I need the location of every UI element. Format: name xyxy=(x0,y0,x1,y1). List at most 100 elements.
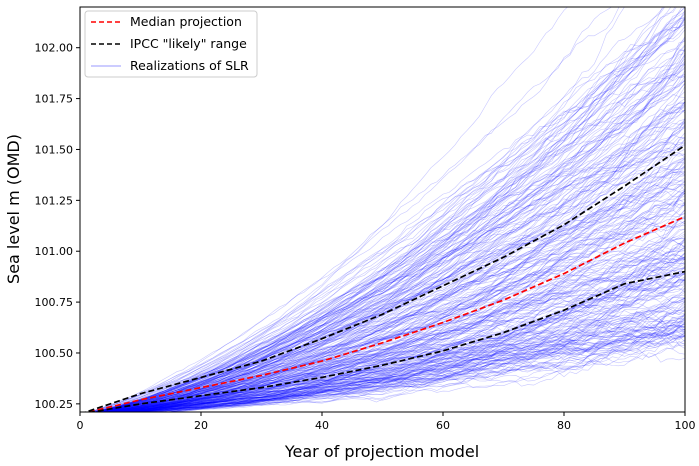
realization-line xyxy=(134,258,685,412)
realization-line xyxy=(124,341,685,412)
realization-line xyxy=(128,296,685,412)
realization-line xyxy=(112,230,685,412)
x-axis-label: Year of projection model xyxy=(284,442,479,461)
realization-line xyxy=(104,101,685,412)
realization-line xyxy=(136,270,685,412)
x-tick-label: 0 xyxy=(77,419,84,432)
realization-line xyxy=(97,49,685,412)
x-tick-label: 40 xyxy=(315,419,329,432)
realization-line xyxy=(167,326,685,412)
x-tick-label: 100 xyxy=(675,419,696,432)
realization-line xyxy=(93,209,685,412)
legend-ipcc-label: IPCC "likely" range xyxy=(130,36,247,51)
realization-line xyxy=(96,11,685,412)
realization-line xyxy=(122,333,685,412)
realization-line xyxy=(93,53,685,412)
legend-median-label: Median projection xyxy=(130,14,242,29)
realization-line xyxy=(122,322,685,412)
realization-line xyxy=(162,335,685,412)
realization-line xyxy=(96,184,685,412)
realization-line xyxy=(104,177,685,412)
realization-line xyxy=(111,242,685,412)
x-tick-label: 60 xyxy=(436,419,450,432)
realization-line xyxy=(101,157,685,412)
realization-line xyxy=(106,334,685,412)
realization-line xyxy=(106,238,685,412)
realization-line xyxy=(108,258,685,412)
realization-line xyxy=(136,290,685,412)
realization-line xyxy=(96,171,685,412)
realization-line xyxy=(113,192,685,412)
realization-line xyxy=(99,121,685,412)
x-axis: 0 20 40 60 80 100 xyxy=(77,412,696,432)
realization-line xyxy=(112,213,685,412)
realization-line xyxy=(94,237,685,412)
realization-line xyxy=(104,254,685,412)
realization-line xyxy=(87,7,665,412)
realization-line xyxy=(116,315,685,412)
realization-line xyxy=(94,17,685,412)
realization-line xyxy=(95,66,685,412)
realization-line xyxy=(91,7,685,412)
realization-line xyxy=(115,334,685,412)
realization-line xyxy=(116,141,685,412)
realization-line xyxy=(133,316,685,412)
realization-line xyxy=(143,238,685,412)
x-tick-label: 80 xyxy=(557,419,571,432)
realization-line xyxy=(114,279,685,412)
realization-line xyxy=(94,106,685,412)
y-tick-label: 101.50 xyxy=(35,143,74,156)
realization-line xyxy=(96,96,685,412)
realization-line xyxy=(97,190,685,412)
realization-line xyxy=(145,335,685,412)
y-tick-label: 101.75 xyxy=(35,93,74,106)
realization-line xyxy=(117,240,685,412)
realization-line xyxy=(88,18,685,412)
realization-line xyxy=(121,263,685,412)
realization-line xyxy=(94,188,685,412)
realization-line xyxy=(116,225,685,412)
realization-line xyxy=(116,117,685,412)
realization-line xyxy=(95,76,685,412)
realization-line xyxy=(108,285,685,412)
realization-line xyxy=(103,80,685,412)
realization-line xyxy=(110,253,685,412)
realization-line xyxy=(129,271,685,412)
realization-line xyxy=(95,217,685,412)
realization-line xyxy=(89,7,620,412)
realization-line xyxy=(94,79,685,412)
realization-line xyxy=(107,101,685,412)
realization-line xyxy=(98,7,569,412)
realization-line xyxy=(109,309,685,412)
realization-line xyxy=(94,98,685,412)
realization-line xyxy=(108,258,685,412)
realization-line xyxy=(118,333,685,412)
realization-line xyxy=(133,318,685,412)
realization-line xyxy=(108,102,685,412)
realization-line xyxy=(138,326,685,412)
realization-line xyxy=(108,61,685,412)
realization-line xyxy=(95,249,685,412)
realization-line xyxy=(102,119,685,412)
realization-line xyxy=(121,305,685,412)
realization-line xyxy=(107,297,685,412)
legend: Median projection IPCC "likely" range Re… xyxy=(84,10,258,78)
realization-line xyxy=(122,309,685,412)
realization-line xyxy=(120,331,685,412)
realization-line xyxy=(98,153,685,412)
realization-line xyxy=(144,335,685,412)
realization-line xyxy=(101,284,685,412)
realization-line xyxy=(122,327,685,412)
realization-line xyxy=(134,276,685,412)
realization-line xyxy=(94,123,685,412)
y-tick-label: 100.50 xyxy=(35,347,74,360)
realization-line xyxy=(105,29,685,412)
ipcc-lower-line xyxy=(86,270,685,412)
realization-line xyxy=(156,303,685,412)
realization-line xyxy=(112,326,685,412)
realization-line xyxy=(102,136,685,412)
realization-line xyxy=(99,47,685,412)
realization-line xyxy=(98,165,685,412)
realization-line xyxy=(94,58,685,412)
realization-line xyxy=(116,257,685,412)
